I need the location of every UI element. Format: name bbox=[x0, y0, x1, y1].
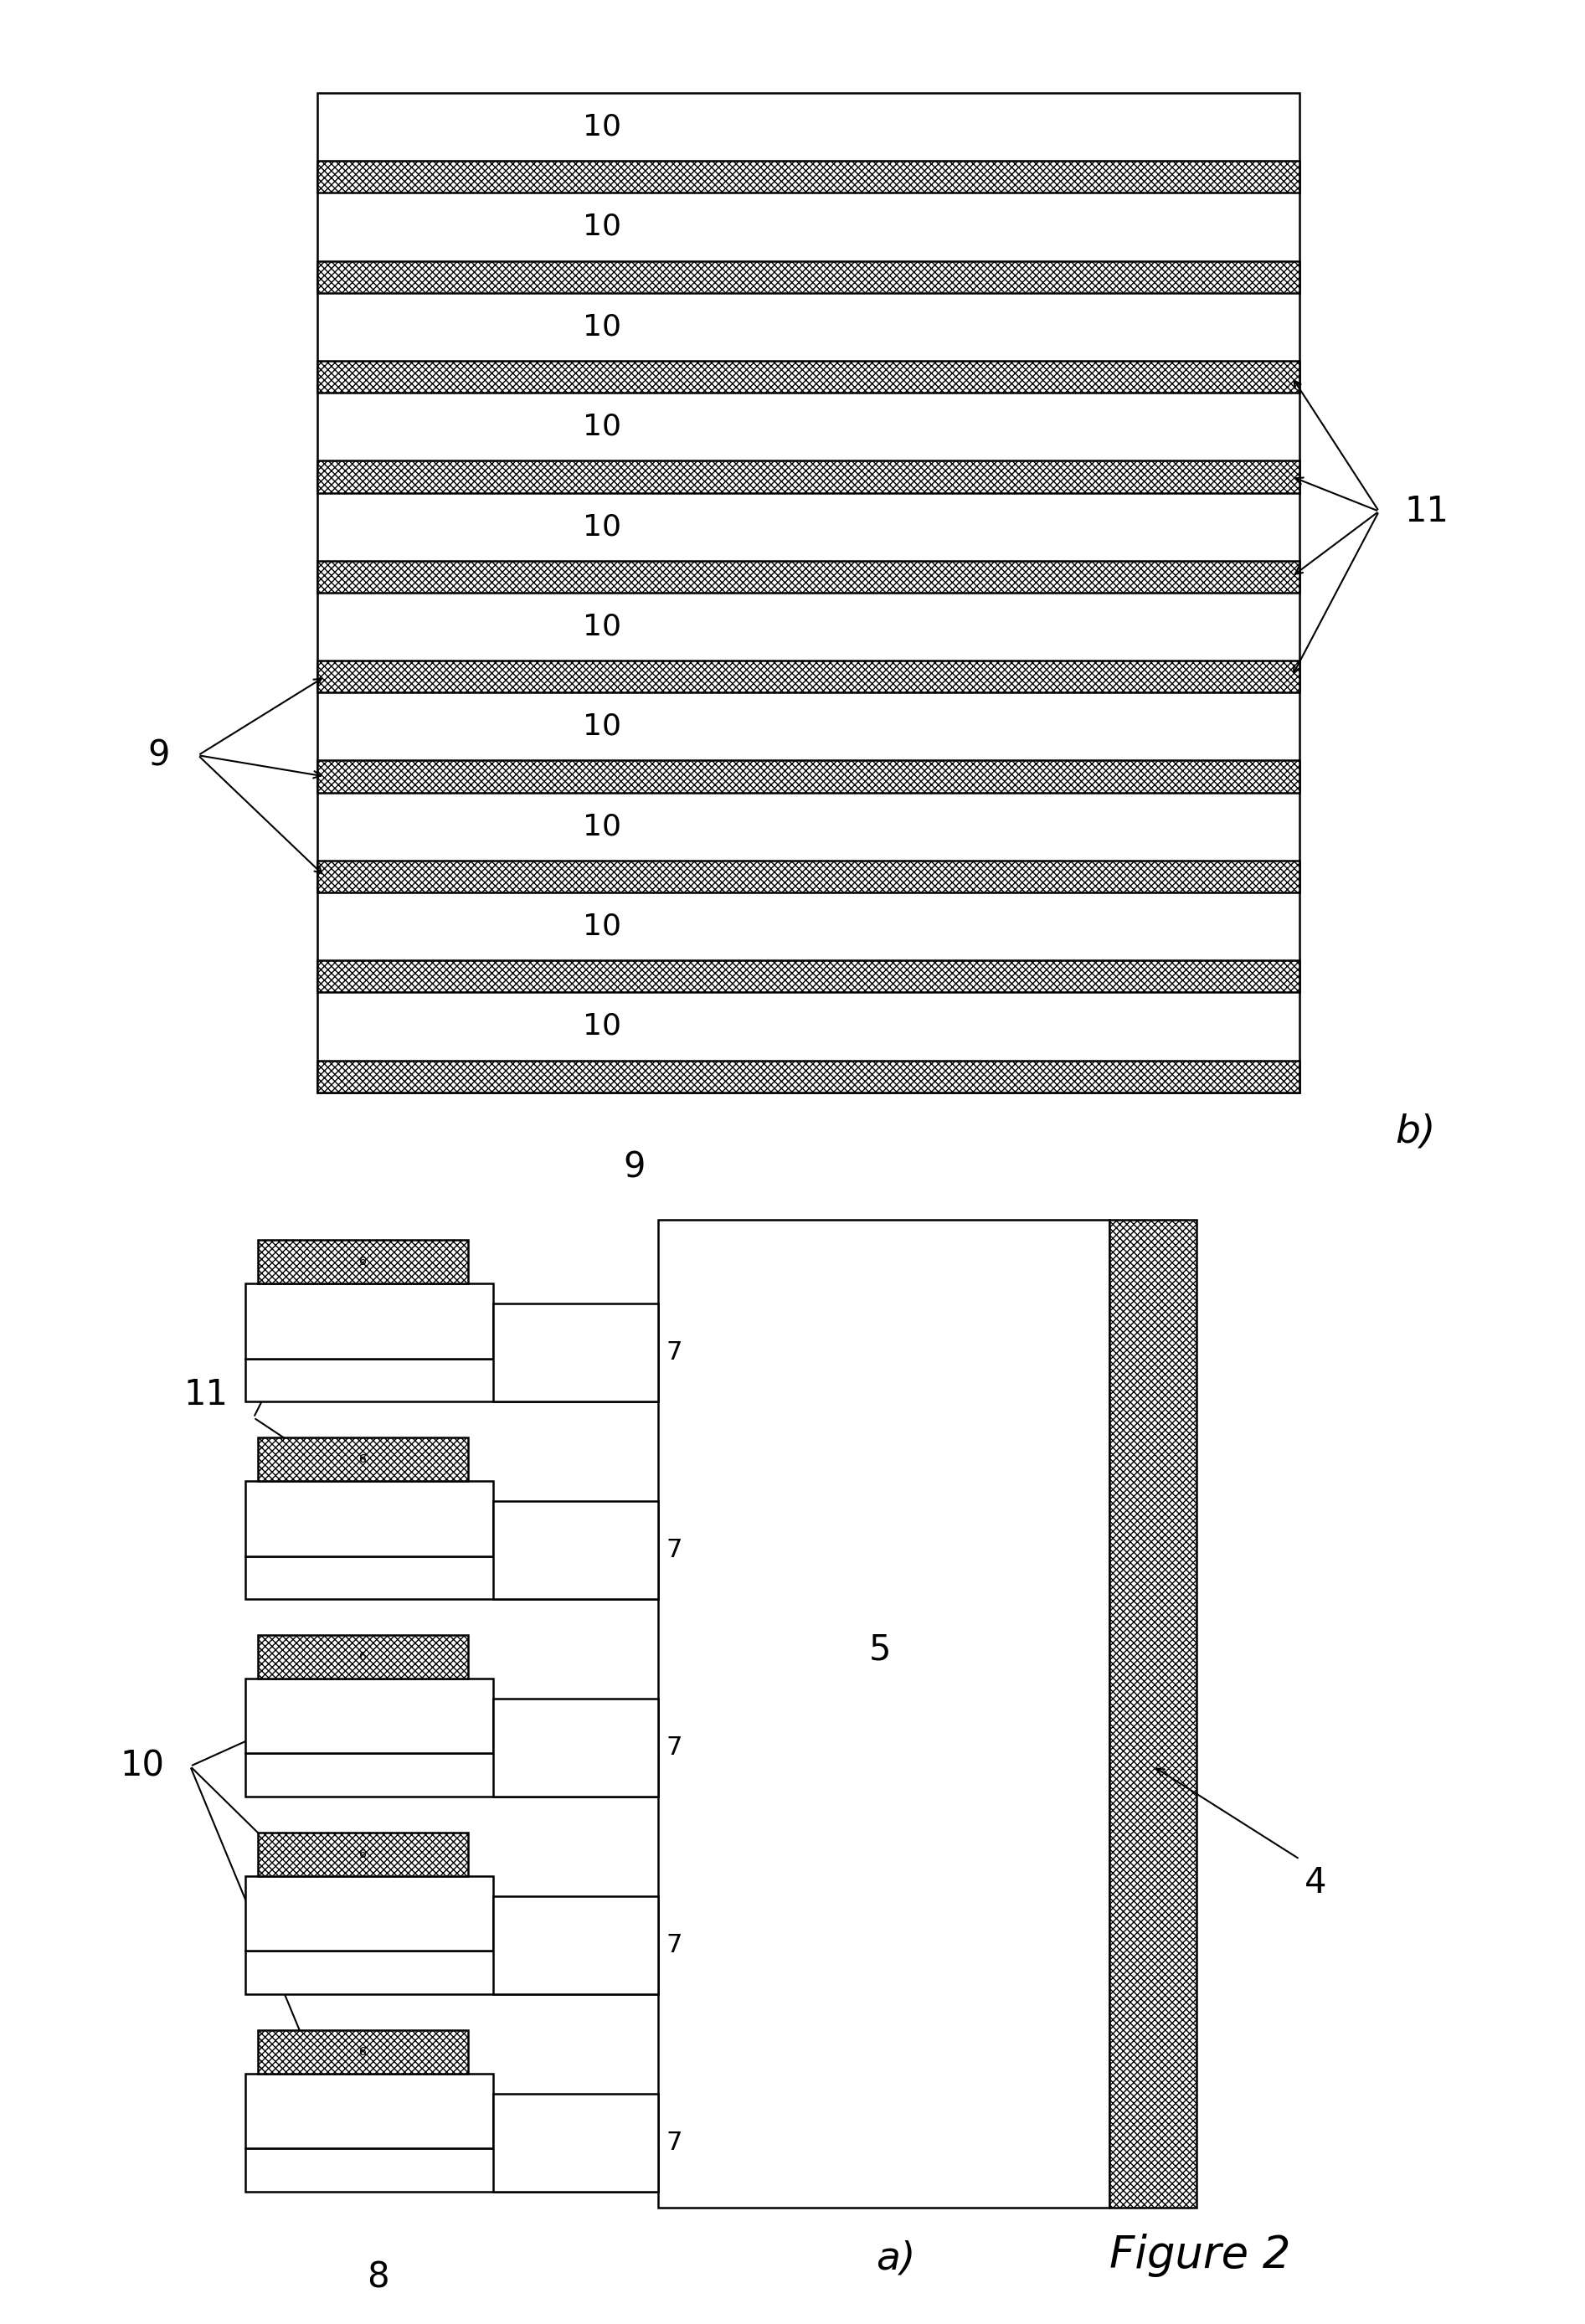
Bar bbox=[246, 1875, 493, 1952]
Bar bbox=[1110, 1220, 1197, 2208]
Bar bbox=[317, 160, 1300, 193]
Bar bbox=[317, 360, 1300, 393]
Text: 10: 10 bbox=[583, 411, 621, 442]
Text: 6: 6 bbox=[360, 1452, 366, 1464]
Text: 10: 10 bbox=[583, 1011, 621, 1041]
Text: 10: 10 bbox=[583, 311, 621, 342]
Bar bbox=[258, 1636, 468, 1678]
Bar bbox=[246, 1357, 658, 1401]
Bar bbox=[246, 2147, 658, 2192]
Bar bbox=[493, 1699, 658, 1796]
Bar bbox=[246, 1678, 493, 1755]
Text: 10: 10 bbox=[583, 811, 621, 841]
Bar bbox=[246, 1755, 658, 1796]
Bar bbox=[658, 1220, 1110, 2208]
Text: 10: 10 bbox=[583, 711, 621, 741]
Text: 10: 10 bbox=[583, 112, 621, 142]
Bar bbox=[493, 1304, 658, 1401]
Text: 6: 6 bbox=[360, 1255, 366, 1267]
Text: a): a) bbox=[875, 2240, 916, 2278]
Text: b): b) bbox=[1395, 1113, 1436, 1150]
Bar bbox=[317, 460, 1300, 493]
Text: 4: 4 bbox=[1304, 1864, 1327, 1901]
Bar bbox=[246, 2073, 493, 2147]
Bar bbox=[493, 1501, 658, 1599]
Text: 7: 7 bbox=[666, 1934, 682, 1957]
Text: 11: 11 bbox=[184, 1376, 228, 1413]
Text: 10: 10 bbox=[583, 211, 621, 242]
Bar bbox=[317, 560, 1300, 593]
Bar bbox=[246, 1283, 493, 1357]
Bar bbox=[493, 2094, 658, 2192]
Text: 11: 11 bbox=[1404, 493, 1449, 530]
Bar bbox=[317, 93, 1300, 1092]
Text: 6: 6 bbox=[360, 1650, 366, 1662]
Bar bbox=[258, 1241, 468, 1283]
Text: 7: 7 bbox=[666, 2131, 682, 2154]
Text: 9: 9 bbox=[623, 1150, 645, 1185]
Bar bbox=[258, 2031, 468, 2073]
Text: 10: 10 bbox=[583, 911, 621, 941]
Text: 9: 9 bbox=[147, 737, 170, 774]
Text: 7: 7 bbox=[666, 1538, 682, 1562]
Text: 6: 6 bbox=[360, 1848, 366, 1859]
Text: Figure 2: Figure 2 bbox=[1110, 2233, 1290, 2278]
Text: 10: 10 bbox=[583, 511, 621, 541]
Bar bbox=[246, 1557, 658, 1599]
Bar bbox=[258, 1436, 468, 1480]
Text: 5: 5 bbox=[869, 1631, 891, 1669]
Bar bbox=[246, 1952, 658, 1994]
Bar bbox=[317, 260, 1300, 293]
Text: 6: 6 bbox=[360, 2045, 366, 2057]
Text: 8: 8 bbox=[366, 2259, 390, 2296]
Bar bbox=[317, 760, 1300, 792]
Bar bbox=[246, 1480, 493, 1557]
Text: 10: 10 bbox=[583, 611, 621, 641]
Bar bbox=[317, 960, 1300, 992]
Bar bbox=[317, 860, 1300, 892]
Bar bbox=[493, 1896, 658, 1994]
Text: 10: 10 bbox=[120, 1748, 165, 1785]
Bar bbox=[258, 1831, 468, 1875]
Bar bbox=[317, 660, 1300, 693]
Bar bbox=[317, 1060, 1300, 1092]
Text: 7: 7 bbox=[666, 1341, 682, 1364]
Text: 7: 7 bbox=[666, 1736, 682, 1759]
